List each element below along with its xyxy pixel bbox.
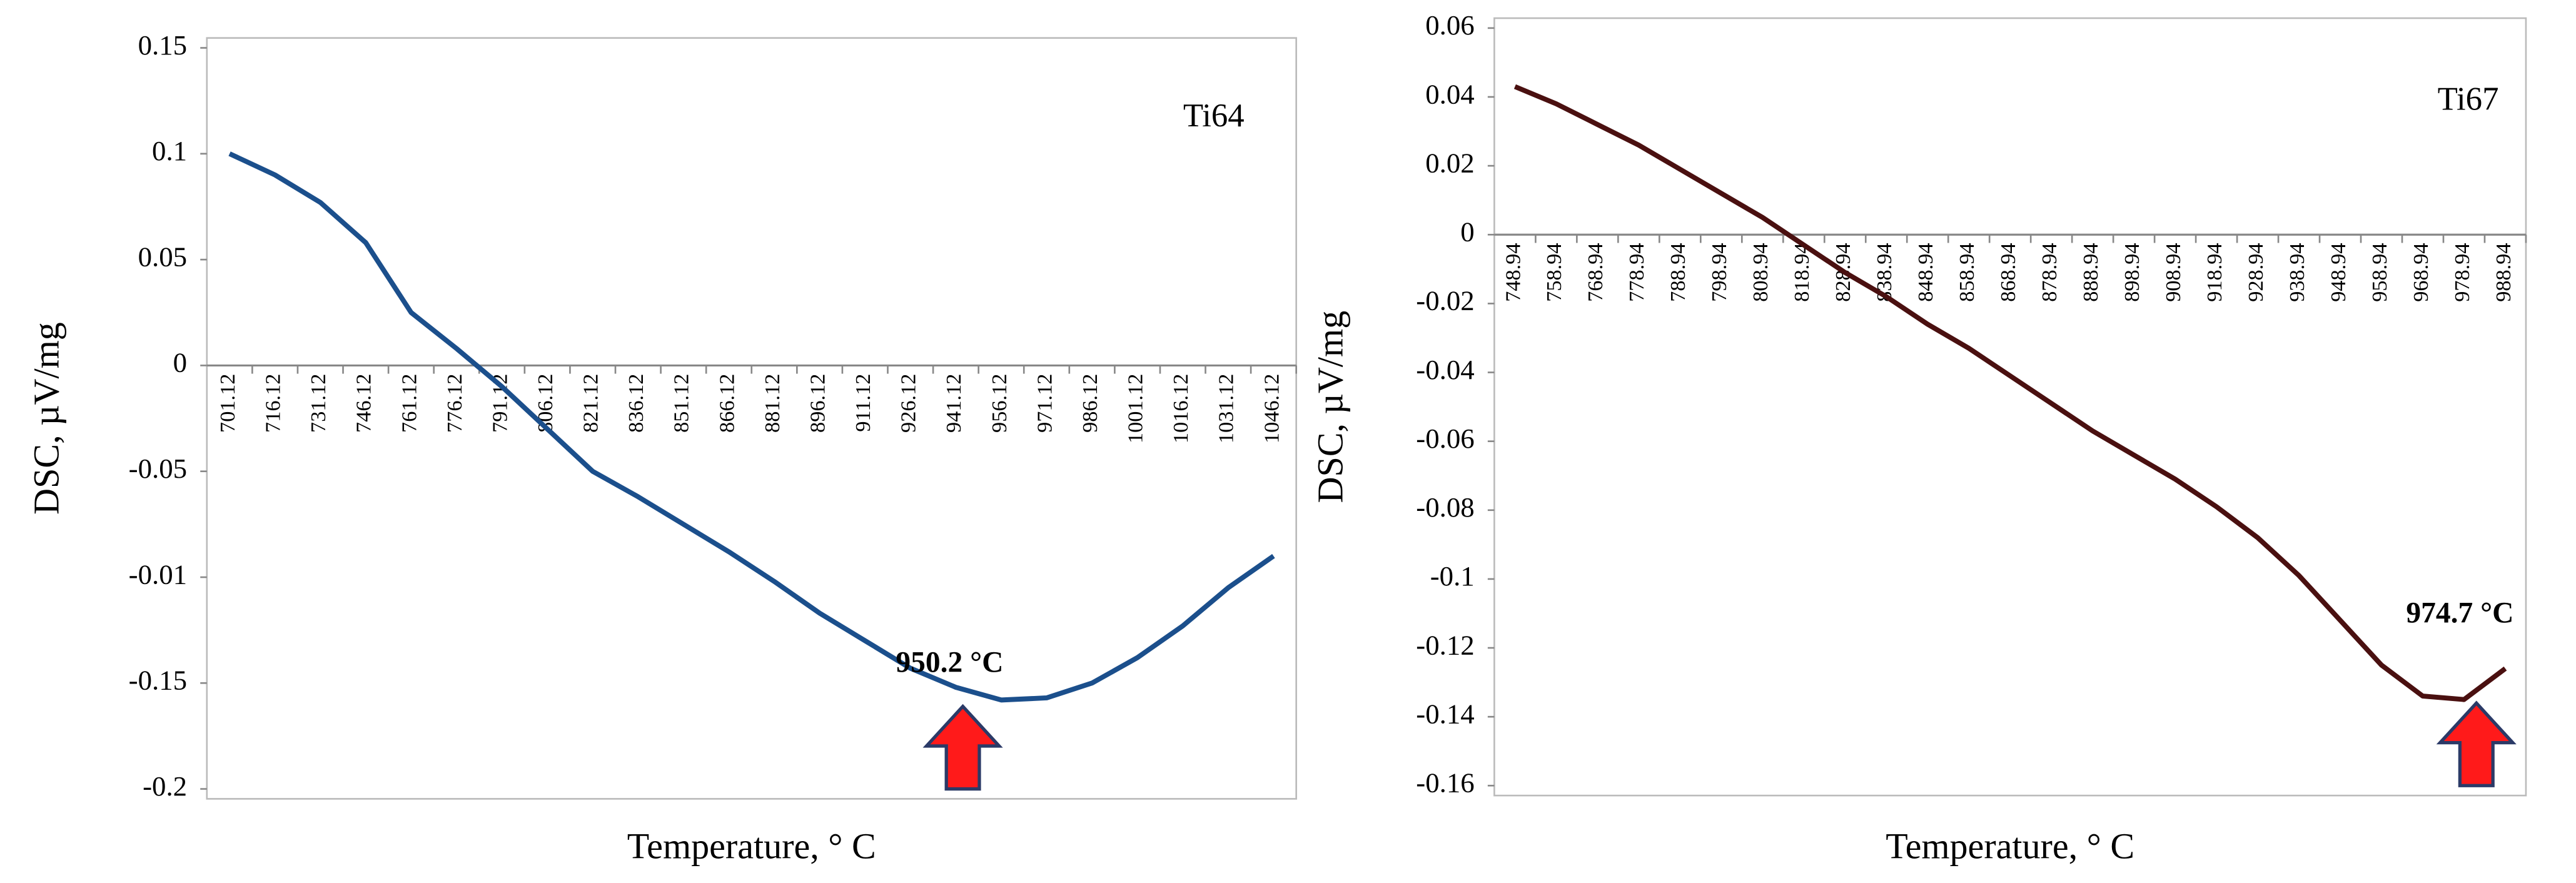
- y-tick-label: -0.04: [1416, 354, 1474, 385]
- x-tick-label: 851.12: [670, 374, 694, 433]
- y-tick-label: 0.06: [1425, 9, 1475, 41]
- line: [1513, 84, 2507, 702]
- y-tick-label: -0.12: [1416, 629, 1474, 660]
- x-tick-label: 731.12: [306, 374, 330, 433]
- x-tick-label: 956.12: [987, 374, 1011, 433]
- y-axis-title: DSC, µV/mg: [26, 322, 66, 515]
- line: [228, 151, 1275, 703]
- x-tick-label: 928.94: [2244, 243, 2268, 301]
- x-tick-label: 748.94: [1501, 243, 1525, 301]
- x-axis-title: Temperature, ° C: [1886, 826, 2134, 867]
- y-tick-label: -0.01: [129, 558, 187, 590]
- y-tick-label: 0.05: [138, 241, 188, 272]
- x-axis-title: Temperature, ° C: [627, 826, 876, 867]
- y-tick-label: 0: [1460, 216, 1474, 248]
- x-tick-label: 858.94: [1955, 243, 1979, 301]
- y-tick-label: -0.06: [1416, 423, 1474, 454]
- y-tick-label: -0.14: [1416, 698, 1474, 729]
- x-tick-label: 878.94: [2038, 243, 2061, 301]
- x-tick-label: 701.12: [216, 374, 240, 433]
- x-tick-label: 1016.12: [1169, 374, 1193, 443]
- y-tick-label: 0.1: [152, 135, 187, 166]
- x-tick-label: 918.94: [2203, 243, 2226, 301]
- x-tick-label: 938.94: [2285, 243, 2309, 301]
- y-axis-title: DSC, µV/mg: [1310, 311, 1351, 503]
- x-tick-label: 776.12: [443, 374, 467, 433]
- x-tick-label: 746.12: [352, 374, 376, 433]
- x-tick-label: 761.12: [397, 374, 421, 433]
- x-tick-label: 888.94: [2079, 243, 2103, 301]
- y-tick-label: -0.1: [1430, 560, 1475, 592]
- y-tick-label: -0.15: [129, 665, 187, 696]
- x-tick-label: 866.12: [715, 374, 739, 433]
- x-tick-label: 978.94: [2450, 243, 2474, 301]
- y-tick-label: 0.15: [138, 29, 188, 61]
- annotation: 974.7 °C: [2406, 597, 2513, 629]
- x-tick-label: 716.12: [261, 374, 285, 433]
- x-tick-label: 821.12: [579, 374, 603, 433]
- x-tick-label: 758.94: [1542, 243, 1566, 301]
- y-tick-label: 0.04: [1425, 78, 1475, 109]
- y-tick-label: 0.02: [1425, 147, 1475, 178]
- x-tick-label: 868.94: [1996, 243, 2020, 301]
- y-tick-label: -0.02: [1416, 285, 1474, 316]
- plot-frame: [1493, 17, 2527, 797]
- y-tick-label: 0: [173, 347, 187, 378]
- x-tick-label: 881.12: [760, 374, 784, 433]
- panel-label: Ti67: [2438, 81, 2499, 118]
- arrow: [922, 704, 1003, 791]
- y-tick-label: -0.2: [143, 770, 187, 802]
- x-tick-label: 768.94: [1583, 243, 1607, 301]
- x-tick-label: 948.94: [2326, 243, 2350, 301]
- panel-label: Ti64: [1183, 98, 1245, 134]
- y-tick-label: -0.05: [129, 453, 187, 484]
- x-tick-label: 808.94: [1749, 243, 1772, 301]
- x-tick-label: 971.12: [1033, 374, 1056, 433]
- x-tick-label: 926.12: [897, 374, 921, 433]
- x-tick-label: 908.94: [2161, 243, 2185, 301]
- x-tick-label: 798.94: [1707, 243, 1731, 301]
- x-tick-label: 896.12: [806, 374, 829, 433]
- x-tick-label: 1001.12: [1124, 374, 1148, 443]
- x-tick-label: 898.94: [2120, 243, 2144, 301]
- x-tick-label: 968.94: [2409, 243, 2433, 301]
- x-tick-label: 911.12: [851, 374, 875, 432]
- x-tick-label: 778.94: [1625, 243, 1649, 301]
- annotation: 950.2 °C: [896, 647, 1003, 679]
- x-tick-label: 836.12: [624, 374, 648, 433]
- x-tick-label: 941.12: [942, 374, 966, 433]
- x-tick-label: 1031.12: [1215, 374, 1238, 443]
- x-tick-label: 788.94: [1666, 243, 1690, 301]
- y-tick-label: -0.16: [1416, 767, 1474, 799]
- x-tick-label: 818.94: [1790, 243, 1814, 301]
- x-tick-label: 1046.12: [1260, 374, 1283, 443]
- y-tick-label: -0.08: [1416, 492, 1474, 523]
- x-tick-label: 848.94: [1914, 243, 1937, 301]
- x-tick-label: 986.12: [1078, 374, 1102, 433]
- plot-frame: [206, 37, 1298, 800]
- arrow: [2436, 700, 2517, 787]
- x-tick-label: 988.94: [2492, 243, 2515, 301]
- x-tick-label: 958.94: [2368, 243, 2392, 301]
